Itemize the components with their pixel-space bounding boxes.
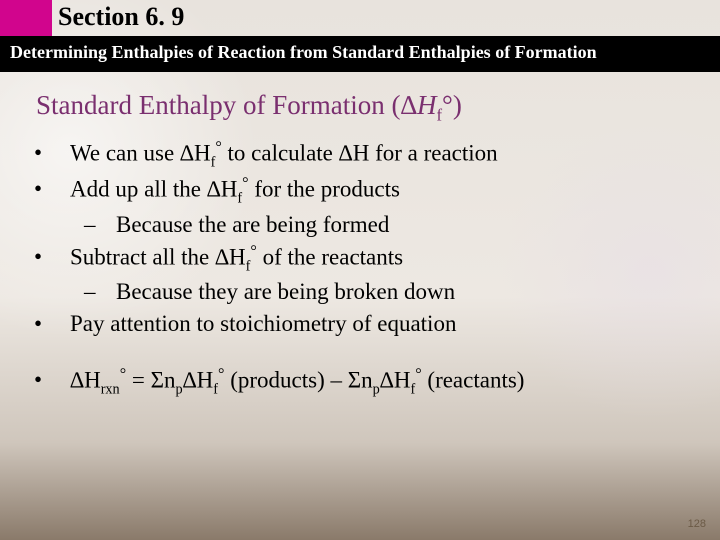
eq-p1: p xyxy=(175,381,182,397)
subheading: Standard Enthalpy of Formation (∆Hf°) xyxy=(36,90,720,125)
slide: Section 6. 9 Determining Enthalpies of R… xyxy=(0,0,720,540)
bullet-1: We can use ∆Hf° to calculate ∆H for a re… xyxy=(28,137,700,173)
eq-rxn: rxn xyxy=(101,381,120,397)
eq-p2: p xyxy=(373,381,380,397)
eq-sigma-n1: = Σn xyxy=(126,368,175,393)
bullet-3-pre: Subtract all the ∆H xyxy=(70,244,246,269)
eq-f2: f xyxy=(410,381,415,397)
bullet-4: Pay attention to stoichiometry of equati… xyxy=(28,308,700,340)
bullet-1-post: to calculate ∆H for a reaction xyxy=(222,141,498,166)
eq-dh: ∆H xyxy=(70,368,101,393)
bullet-3-post: of the reactants xyxy=(257,244,403,269)
subheading-suffix: ) xyxy=(453,90,462,120)
section-title: Section 6. 9 xyxy=(52,0,184,36)
subheading-prefix: Standard Enthalpy of Formation ( xyxy=(36,90,400,120)
subheading-h: H xyxy=(417,90,437,120)
bullet-3: Subtract all the ∆Hf° of the reactants B… xyxy=(28,241,700,309)
bullet-2-sub: f xyxy=(237,190,242,206)
eq-reactants: (reactants) xyxy=(422,368,525,393)
content: We can use ∆Hf° to calculate ∆H for a re… xyxy=(28,137,700,400)
bullet-1-pre: We can use ∆H xyxy=(70,141,211,166)
slide-header: Section 6. 9 Determining Enthalpies of R… xyxy=(0,0,720,72)
page-number: 128 xyxy=(688,518,706,530)
bullet-1-sub: f xyxy=(211,154,216,170)
bullet-2-post: for the products xyxy=(249,177,400,202)
eq-dh2: ∆H xyxy=(183,368,214,393)
bullet-2-pre: Add up all the ∆H xyxy=(70,177,237,202)
subheading-degree: ° xyxy=(442,90,453,120)
accent-box xyxy=(0,0,52,36)
eq-dh3: ∆H xyxy=(380,368,411,393)
bullet-2-sub1: Because the are being formed xyxy=(70,209,700,241)
section-row: Section 6. 9 xyxy=(0,0,720,36)
bullet-3-sub: f xyxy=(246,258,251,274)
bullet-equation: ∆Hrxn° = Σnp∆Hf° (products) – Σnp∆Hf° (r… xyxy=(28,364,700,400)
subheading-delta: ∆ xyxy=(400,90,417,120)
eq-products: (products) – Σn xyxy=(224,368,372,393)
bullet-3-sub1: Because they are being broken down xyxy=(70,276,700,308)
bullet-2: Add up all the ∆Hf° for the products Bec… xyxy=(28,173,700,241)
spacer xyxy=(28,340,700,364)
section-subtitle: Determining Enthalpies of Reaction from … xyxy=(0,36,720,72)
eq-f1: f xyxy=(213,381,218,397)
